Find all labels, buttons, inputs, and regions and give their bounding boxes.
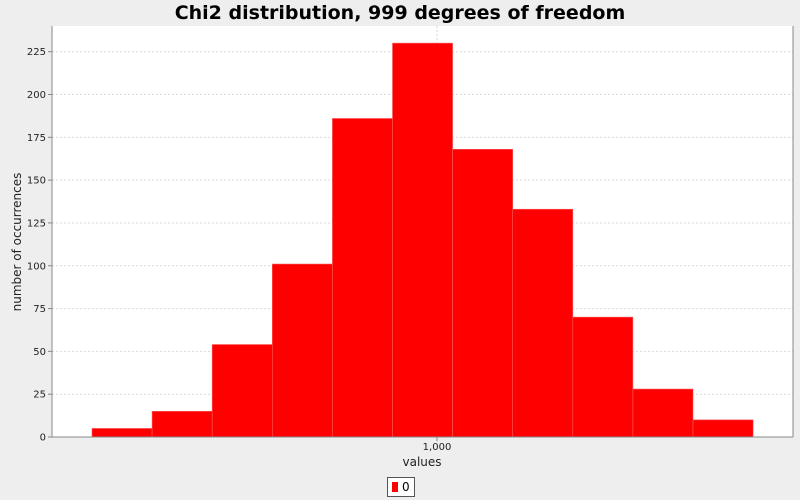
x-tick-label: 1,000 (423, 442, 452, 453)
histogram-bar (512, 208, 574, 438)
y-tick-label: 125 (27, 218, 46, 229)
histogram-bar (211, 344, 273, 438)
y-tick-label: 175 (27, 133, 46, 144)
chart-title: Chi2 distribution, 999 degrees of freedo… (174, 2, 626, 24)
y-tick-label: 100 (27, 261, 46, 272)
legend-label: 0 (402, 480, 410, 494)
histogram-bar (151, 411, 213, 438)
y-tick-label: 225 (27, 47, 46, 58)
y-tick-label: 200 (27, 90, 46, 101)
y-tick-label: 25 (33, 390, 46, 401)
y-ticks: 0 25 50 75 100 125 150 175 200 225 (27, 47, 52, 444)
histogram-bar (332, 118, 393, 438)
y-tick-label: 0 (40, 433, 46, 444)
histogram-bar (91, 428, 153, 438)
x-axis-label: values (402, 455, 441, 469)
y-tick-label: 50 (33, 347, 46, 358)
histogram-bar (632, 388, 694, 438)
legend: 0 (387, 477, 415, 497)
x-ticks: 1,000 (423, 437, 452, 453)
histogram-bar (452, 149, 514, 438)
histogram-bar (692, 419, 754, 438)
y-tick-label: 150 (27, 176, 46, 187)
histogram-bar (572, 316, 634, 438)
legend-swatch (392, 482, 398, 492)
histogram-bar (392, 42, 453, 438)
y-axis-label: number of occurrences (10, 173, 24, 312)
y-tick-label: 75 (33, 304, 46, 315)
histogram-bar (271, 263, 333, 438)
